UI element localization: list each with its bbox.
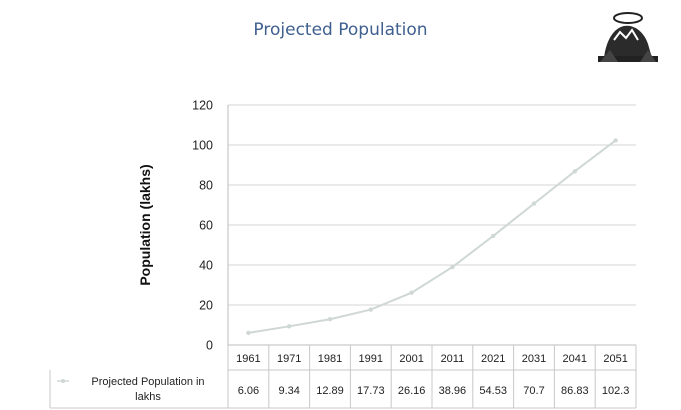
data-point (531, 201, 537, 206)
y-tick-label: 120 (192, 99, 213, 113)
data-point (613, 138, 618, 143)
x-category-label: 1971 (277, 353, 301, 365)
x-category-label: 2031 (522, 353, 546, 365)
data-point (572, 169, 577, 174)
table-value-cell: 9.34 (278, 385, 299, 397)
x-category-label: 1991 (359, 353, 383, 365)
y-axis-label: Population (lakhs) (137, 164, 153, 285)
x-category-label: 1981 (318, 353, 342, 365)
y-tick-labels: 0 20 40 60 80 100 120 (192, 99, 213, 353)
x-category-label: 2001 (399, 353, 423, 365)
table-value-cell: 86.83 (561, 385, 589, 397)
series-polyline (248, 139, 617, 334)
y-tick-label: 80 (199, 179, 213, 193)
slide-title: Projected Population (253, 20, 428, 40)
x-category-label: 2041 (563, 353, 587, 365)
table-value-cell: 17.73 (357, 385, 385, 397)
y-tick-label: 20 (199, 299, 213, 313)
table-value-cell: 38.96 (439, 385, 467, 397)
x-category-label: 2021 (481, 353, 505, 365)
emblem-logo-icon (598, 12, 658, 62)
x-category-label: 2011 (441, 353, 465, 365)
y-tick-label: 100 (192, 139, 213, 153)
data-point (246, 330, 251, 336)
table-value-cell: 70.7 (523, 385, 544, 397)
x-category-label: 2051 (603, 353, 627, 365)
gridlines (228, 104, 636, 306)
data-table: 1961 1971 1981 1991 2001 2011 2021 2031 2041 2051… (49, 345, 637, 409)
legend-series-name: Projected Population in (91, 376, 204, 388)
data-point (287, 324, 292, 329)
table-value-cell: 54.53 (479, 385, 507, 397)
table-value-cell: 12.89 (316, 385, 344, 397)
data-point (450, 264, 455, 270)
data-point (327, 317, 333, 322)
table-value-cell: 26.16 (398, 385, 426, 397)
legend-series-name-line2: lakhs (135, 391, 161, 403)
y-tick-label: 0 (206, 339, 213, 353)
legend-key-marker (61, 379, 65, 383)
data-point (491, 233, 496, 239)
series-line (246, 138, 618, 336)
y-tick-label: 60 (199, 219, 213, 233)
data-point (368, 307, 373, 312)
x-category-label: 1961 (236, 353, 260, 365)
data-point (409, 290, 414, 295)
table-value-cell: 6.06 (238, 385, 259, 397)
y-tick-label: 40 (199, 259, 213, 273)
table-value-cell: 102.3 (602, 385, 630, 397)
